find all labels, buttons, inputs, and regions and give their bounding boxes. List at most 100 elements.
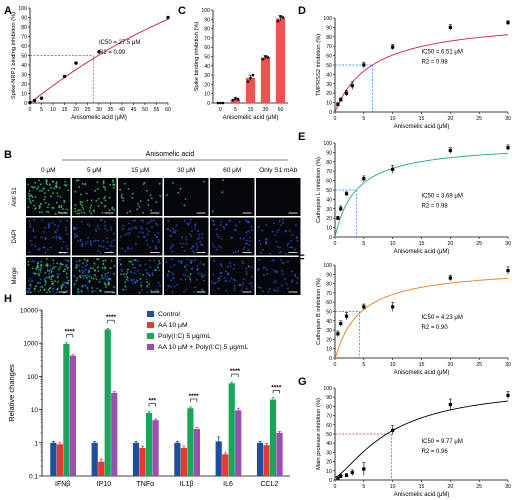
dapi-speckle [93, 264, 96, 267]
anti-s1-speckle [52, 259, 55, 262]
y-tick-label: 40 [326, 319, 332, 325]
anti-s1-speckle [203, 180, 205, 183]
anti-s1-speckle [102, 181, 105, 183]
anti-s1-speckle [96, 266, 99, 269]
dapi-speckle [127, 246, 129, 249]
dapi-speckle [44, 251, 47, 254]
dapi-speckle [46, 267, 49, 270]
anti-s1-speckle [56, 276, 59, 279]
anti-s1-speckle [159, 195, 162, 197]
y-tick-label: 80 [326, 35, 332, 41]
anti-s1-speckle [100, 202, 103, 204]
anti-s1-speckle [90, 212, 92, 215]
anti-s1-speckle [113, 291, 116, 294]
bar-poly-i-c-5-g-ml [187, 408, 194, 476]
dapi-speckle [104, 227, 107, 230]
data-point [506, 146, 510, 150]
data-point [336, 332, 340, 336]
legend-label: Control [158, 311, 180, 318]
dapi-speckle [181, 246, 184, 249]
y-tick-label: 80 [326, 282, 332, 288]
dapi-speckle [200, 243, 203, 246]
dapi-speckle [245, 273, 248, 276]
anti-s1-speckle [107, 283, 110, 286]
dapi-speckle [141, 227, 143, 230]
anti-s1-speckle [50, 195, 53, 198]
dapi-speckle [213, 260, 216, 262]
anti-s1-speckle [179, 187, 182, 190]
anti-s1-speckle [51, 267, 54, 270]
dapi-speckle [51, 221, 54, 224]
panel-letter-e: E [298, 131, 305, 143]
dapi-speckle [78, 264, 81, 267]
y-tick-label: 90 [326, 272, 332, 278]
dapi-speckle [185, 238, 188, 241]
anti-s1-speckle [94, 269, 97, 272]
anti-s1-speckle [64, 180, 67, 183]
anti-s1-speckle [109, 183, 112, 186]
replicate-point [264, 55, 267, 58]
x-tick-label: 45 [131, 107, 137, 113]
micrograph-grid: Anisomelic acid 0 μM 5 μM 15 μM 30 μM 60 μM On… [12, 151, 301, 295]
panel-letter-b: B [4, 149, 12, 161]
data-point [339, 321, 343, 326]
y-tick-label: 100 [323, 386, 332, 392]
anti-s1-speckle [45, 179, 48, 182]
anti-s1-speckle [79, 275, 81, 278]
anti-s1-speckle [80, 211, 83, 214]
y-axis-label: Cathepsin L inhibition (%) [316, 157, 322, 223]
x-tick-label: IL1β [180, 481, 194, 488]
dapi-speckle [146, 233, 149, 236]
anti-s1-speckle [101, 277, 104, 280]
dapi-speckle [151, 272, 154, 275]
data-point [362, 177, 366, 181]
anti-s1-speckle [108, 209, 111, 212]
dapi-speckle [218, 245, 221, 248]
dapi-speckle [102, 245, 105, 248]
anti-s1-speckle [46, 265, 49, 267]
x-tick-label: 30 [505, 362, 511, 368]
dapi-speckle [174, 231, 177, 234]
anti-s1-speckle [120, 196, 123, 199]
dapi-speckle [233, 264, 236, 266]
anti-s1-speckle [65, 272, 68, 275]
anti-s1-speckle [91, 287, 93, 289]
dapi-speckle [33, 290, 36, 293]
dapi-speckle [39, 278, 42, 281]
replicate-point [281, 16, 285, 19]
replicate-point [236, 97, 240, 101]
dapi-speckle [290, 280, 293, 283]
dapi-speckle [29, 239, 32, 242]
data-point [391, 45, 395, 49]
dapi-speckle [58, 235, 61, 238]
significance-label: **** [65, 329, 76, 336]
dapi-speckle [273, 222, 275, 225]
anti-s1-speckle [172, 181, 174, 184]
y-tick-label: 60 [326, 300, 332, 306]
dapi-speckle [265, 237, 268, 240]
chart-C: 0 10 20 30 40 50 60 70 80 90 100 0 5 15 30 60 Anisomelic… [194, 8, 288, 121]
dapi-speckle [66, 289, 69, 292]
dapi-speckle [93, 240, 95, 242]
anti-s1-speckle [124, 281, 127, 283]
data-point [344, 473, 349, 477]
x-tick-label: 15 [248, 107, 254, 113]
dapi-speckle [169, 265, 172, 268]
data-point [448, 148, 452, 153]
dapi-speckle [233, 279, 236, 282]
dapi-speckle [243, 278, 245, 281]
dapi-speckle [194, 223, 197, 226]
dapi-speckle [86, 241, 89, 244]
dapi-speckle [219, 275, 222, 278]
dapi-speckle [90, 243, 93, 246]
dapi-speckle [150, 289, 152, 292]
y-tick-label: 60 [326, 54, 332, 60]
micrograph-tile [72, 217, 117, 256]
anti-s1-speckle [51, 206, 54, 209]
dapi-speckle [34, 236, 36, 239]
dapi-speckle [248, 236, 251, 239]
dapi-speckle [247, 230, 250, 233]
anti-s1-speckle [74, 190, 77, 193]
dapi-speckle [289, 246, 292, 249]
dapi-speckle [40, 236, 43, 239]
